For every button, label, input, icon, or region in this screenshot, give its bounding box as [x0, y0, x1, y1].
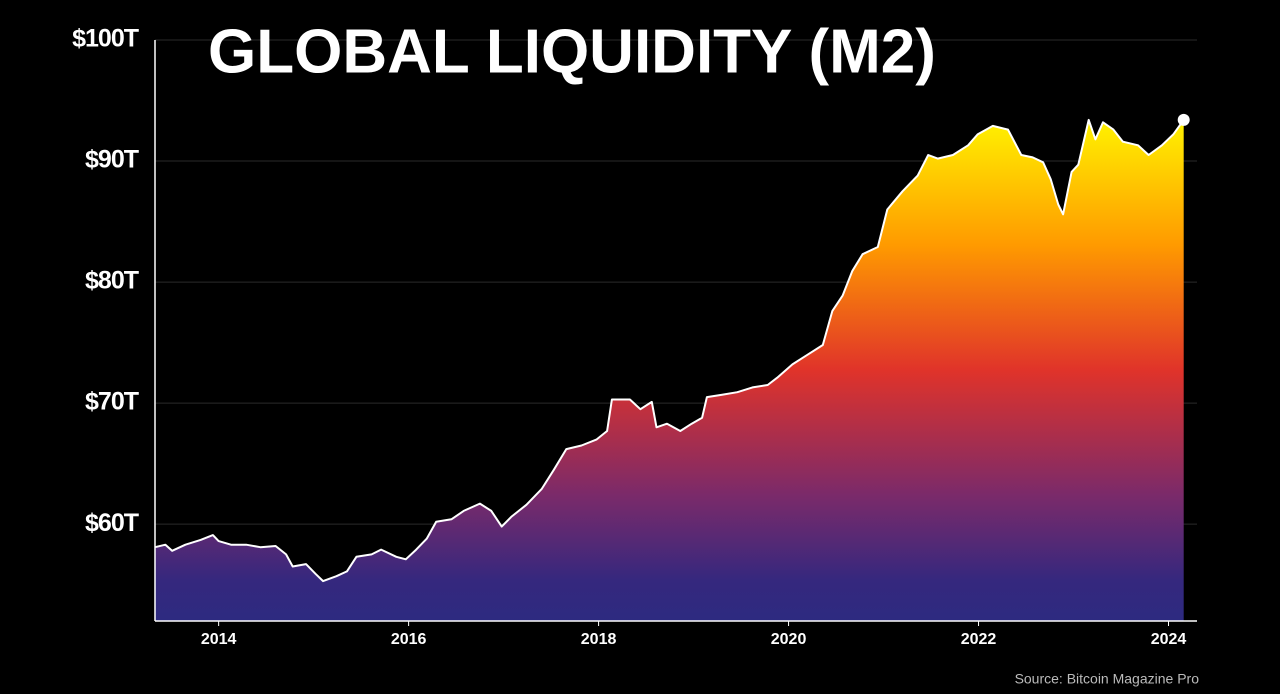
y-tick-label: $80T	[85, 267, 139, 295]
source: Source: Bitcoin Magazine Pro	[1015, 671, 1200, 687]
area	[155, 119, 1184, 622]
y-tick-label: $90T	[85, 146, 139, 174]
x-tick-label: 2018	[581, 631, 617, 648]
x-tick-label: 2022	[961, 631, 997, 648]
y-tick-label: $70T	[85, 388, 139, 416]
x-tick-label: 2016	[391, 631, 427, 648]
x-tick-label: 2014	[201, 631, 237, 648]
line	[154, 118, 1185, 583]
x-tick-label: 2020	[771, 631, 807, 648]
end-dot	[1177, 113, 1190, 126]
y-tick-label: $60T	[85, 509, 139, 537]
x-tick-label: 2024	[1151, 631, 1187, 648]
chart-title: GLOBAL LIQUIDITY (M2)	[208, 17, 936, 86]
y-tick-label: $100T	[72, 25, 139, 53]
